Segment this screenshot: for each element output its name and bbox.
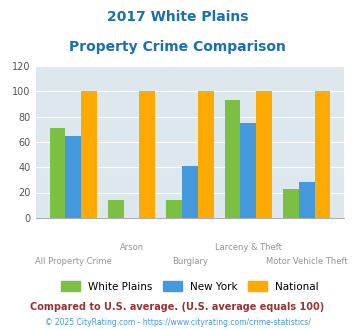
Legend: White Plains, New York, National: White Plains, New York, National xyxy=(61,281,319,291)
Text: Motor Vehicle Theft: Motor Vehicle Theft xyxy=(266,257,348,266)
Bar xyxy=(315,91,330,218)
Text: Burglary: Burglary xyxy=(172,257,208,266)
Text: All Property Crime: All Property Crime xyxy=(35,257,111,266)
Bar xyxy=(240,123,256,218)
Text: © 2025 CityRating.com - https://www.cityrating.com/crime-statistics/: © 2025 CityRating.com - https://www.city… xyxy=(45,318,310,327)
Text: Property Crime Comparison: Property Crime Comparison xyxy=(69,40,286,53)
Bar xyxy=(225,100,240,218)
Bar xyxy=(256,91,272,218)
Bar xyxy=(283,189,299,218)
Text: Compared to U.S. average. (U.S. average equals 100): Compared to U.S. average. (U.S. average … xyxy=(31,302,324,312)
Text: Larceny & Theft: Larceny & Theft xyxy=(215,243,282,252)
Bar xyxy=(81,91,97,218)
Text: Arson: Arson xyxy=(120,243,144,252)
Bar xyxy=(182,166,198,218)
Bar xyxy=(50,128,65,218)
Bar xyxy=(65,136,81,218)
Bar xyxy=(166,200,182,218)
Bar xyxy=(299,182,315,218)
Text: 2017 White Plains: 2017 White Plains xyxy=(107,10,248,24)
Bar xyxy=(108,200,124,218)
Bar xyxy=(198,91,214,218)
Bar xyxy=(140,91,155,218)
